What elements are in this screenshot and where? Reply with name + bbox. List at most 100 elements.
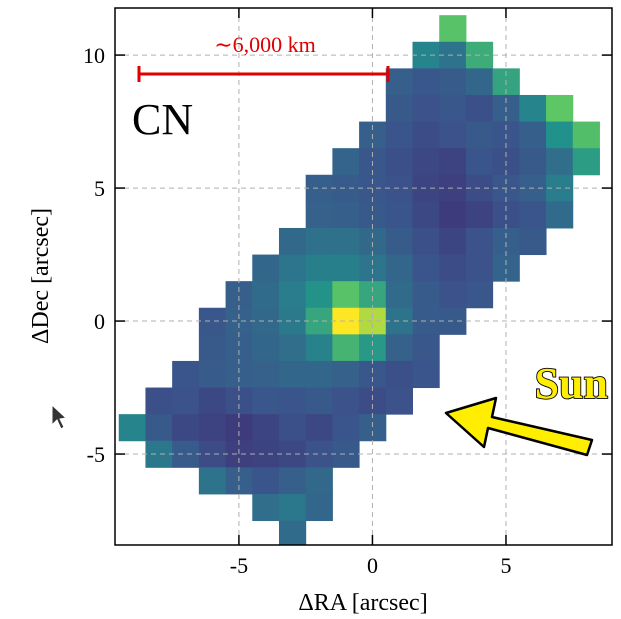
heatmap-cell: [465, 68, 494, 96]
heatmap-cell: [305, 360, 333, 389]
heatmap-cell: [465, 94, 494, 123]
heatmap-cell: [225, 414, 253, 442]
heatmap-cell: [465, 201, 494, 229]
heatmap-cell: [172, 360, 200, 389]
heatmap-cell: [145, 387, 173, 415]
heatmap-cell: [225, 334, 253, 362]
heatmap-cell: [412, 174, 440, 202]
heatmap-cell: [412, 334, 440, 362]
heatmap-cell: [278, 307, 307, 335]
heatmap-cell: [278, 467, 307, 495]
heatmap-cell: [359, 254, 387, 282]
heatmap-cell: [252, 254, 280, 282]
heatmap-cell: [412, 94, 440, 123]
heatmap-cell: [385, 148, 414, 176]
heatmap-cell: [572, 148, 600, 176]
heatmap-cell: [278, 334, 307, 362]
heatmap-cell: [439, 121, 467, 149]
heatmap-cell: [412, 201, 440, 229]
heatmap-cell: [305, 387, 333, 415]
heatmap-cell: [546, 121, 574, 149]
heatmap-cell: [519, 201, 547, 229]
heatmap-cell: [278, 520, 307, 546]
heatmap-cell: [546, 94, 574, 123]
heatmap-cell: [198, 414, 227, 442]
heatmap-cell: [385, 68, 414, 96]
heatmap-cell: [465, 121, 494, 149]
heatmap-cell: [252, 493, 280, 522]
heatmap-cell: [172, 440, 200, 468]
heatmap-cell: [198, 440, 227, 468]
heatmap-cell: [332, 201, 360, 229]
heatmap: [118, 15, 600, 546]
heatmap-cell: [412, 121, 440, 149]
heatmap-cell: [385, 94, 414, 123]
heatmap-cell: [252, 281, 280, 309]
heatmap-cell: [519, 148, 547, 176]
heatmap-cell: [439, 148, 467, 176]
heatmap-cell: [332, 174, 360, 202]
heatmap-cell: [252, 414, 280, 442]
heatmap-cell: [225, 360, 253, 389]
heatmap-cell: [332, 387, 360, 415]
heatmap-cell: [278, 414, 307, 442]
heatmap-cell: [118, 414, 146, 442]
sun-label: Sun: [535, 359, 608, 408]
heatmap-cell: [412, 227, 440, 256]
plot-frame: [114, 7, 613, 546]
heatmap-cell: [439, 15, 467, 43]
heatmap-cell: [305, 334, 333, 362]
scale-bar-label: ∼6,000 km: [214, 32, 316, 57]
heatmap-cell: [225, 307, 253, 335]
heatmap-cell: [359, 387, 387, 415]
heatmap-cell: [359, 201, 387, 229]
y-tick-label: 5: [94, 176, 105, 201]
heatmap-cell: [412, 148, 440, 176]
heatmap-cell: [546, 148, 574, 176]
heatmap-cell: [252, 467, 280, 495]
heatmap-cell: [465, 148, 494, 176]
heatmap-cell: [439, 254, 467, 282]
ticks: -5 0 5 -5 0 5 10: [83, 8, 612, 578]
heatmap-cell: [172, 387, 200, 415]
heatmap-cell: [359, 360, 387, 389]
heatmap-cell: [278, 440, 307, 468]
heatmap-cell: [385, 174, 414, 202]
heatmap-cell: [412, 254, 440, 282]
heatmap-cell: [385, 121, 414, 149]
heatmap-cell: [145, 414, 173, 442]
heatmap-cell: [519, 227, 547, 256]
heatmap-cell: [252, 334, 280, 362]
heatmap-cell: [332, 281, 360, 309]
heatmap-cell: [492, 227, 520, 256]
heatmap-cell: [439, 227, 467, 256]
heatmap-cell: [332, 360, 360, 389]
heatmap-cell: [278, 281, 307, 309]
heatmap-cell: [439, 201, 467, 229]
heatmap-cell: [305, 254, 333, 282]
heatmap-cell: [225, 387, 253, 415]
heatmap-cell: [278, 387, 307, 415]
x-axis-label: ΔRA [arcsec]: [298, 590, 427, 616]
heatmap-cell: [385, 227, 414, 256]
heatmap-cell: [519, 94, 547, 123]
heatmap-cell: [439, 281, 467, 309]
scale-bar: [137, 66, 390, 82]
heatmap-cell: [305, 467, 333, 495]
heatmap-cell: [385, 281, 414, 309]
heatmap-cell: [359, 281, 387, 309]
heatmap-cell: [385, 201, 414, 229]
heatmap-cell: [332, 148, 360, 176]
heatmap-cell: [412, 307, 440, 335]
heatmap-cell: [465, 227, 494, 256]
heatmap-cell: [385, 360, 414, 389]
heatmap-cell: [198, 387, 227, 415]
mouse-cursor: [51, 403, 68, 430]
heatmap-cell: [252, 440, 280, 468]
heatmap-cell: [519, 121, 547, 149]
species-label: CN: [132, 95, 193, 144]
heatmap-cell: [198, 307, 227, 335]
heatmap-cell: [252, 307, 280, 335]
heatmap-cell: [305, 493, 333, 522]
